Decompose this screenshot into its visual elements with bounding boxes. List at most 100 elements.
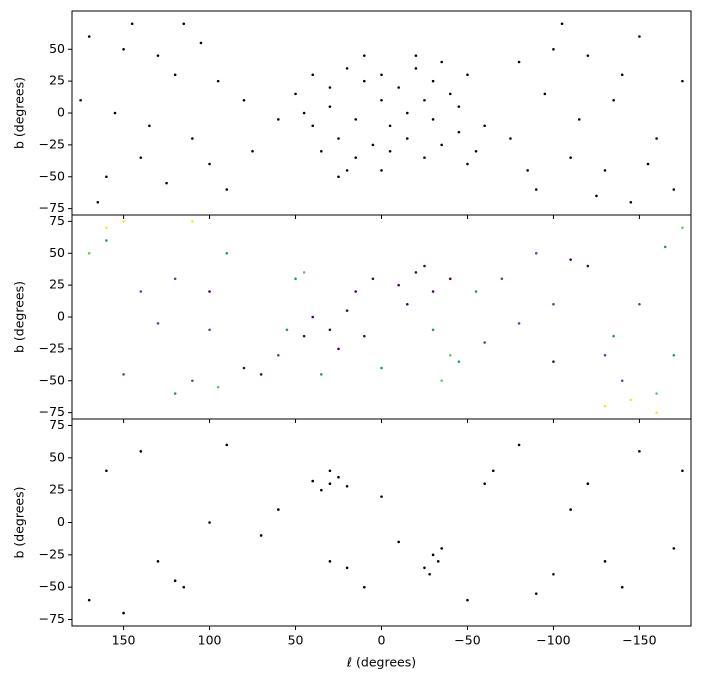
plot-frame bbox=[71, 418, 692, 627]
point bbox=[681, 226, 684, 230]
point bbox=[354, 290, 358, 293]
point bbox=[294, 277, 297, 281]
point bbox=[345, 484, 349, 488]
point bbox=[208, 328, 211, 332]
point bbox=[552, 360, 555, 363]
point bbox=[423, 98, 426, 102]
point bbox=[397, 540, 400, 544]
point bbox=[534, 251, 538, 255]
point bbox=[363, 585, 366, 589]
point bbox=[663, 245, 667, 249]
y-tick-label: 25 bbox=[49, 482, 65, 497]
point bbox=[431, 328, 435, 332]
point bbox=[337, 175, 340, 179]
point bbox=[483, 341, 486, 344]
point bbox=[509, 137, 512, 140]
point bbox=[491, 469, 495, 473]
point bbox=[345, 169, 349, 172]
point bbox=[620, 73, 624, 77]
point bbox=[182, 585, 186, 589]
point bbox=[320, 149, 323, 153]
point bbox=[440, 547, 443, 550]
point bbox=[105, 175, 108, 179]
point bbox=[345, 67, 349, 70]
point bbox=[122, 611, 125, 615]
x-tick-label: −100 bbox=[536, 633, 570, 648]
point bbox=[345, 309, 349, 312]
point bbox=[191, 379, 194, 383]
point bbox=[405, 137, 409, 140]
point bbox=[526, 169, 529, 172]
point bbox=[225, 443, 229, 447]
point bbox=[345, 566, 349, 570]
plot-frame bbox=[71, 10, 692, 216]
point bbox=[474, 149, 478, 153]
point bbox=[105, 239, 108, 242]
point bbox=[414, 54, 418, 57]
point bbox=[500, 277, 504, 281]
point bbox=[603, 560, 607, 563]
point bbox=[560, 22, 564, 26]
point bbox=[105, 226, 108, 230]
point bbox=[122, 47, 125, 51]
point bbox=[595, 194, 598, 198]
point bbox=[173, 277, 177, 281]
point bbox=[242, 366, 246, 370]
point bbox=[672, 547, 676, 550]
point bbox=[431, 290, 435, 293]
point bbox=[638, 450, 641, 453]
point bbox=[405, 302, 409, 306]
point bbox=[629, 200, 633, 204]
point bbox=[225, 251, 229, 255]
point bbox=[431, 79, 435, 83]
point bbox=[681, 469, 684, 473]
point bbox=[79, 98, 82, 102]
point bbox=[337, 137, 340, 140]
point bbox=[191, 137, 194, 140]
point bbox=[182, 22, 186, 26]
point bbox=[612, 98, 615, 102]
point bbox=[603, 404, 607, 408]
point bbox=[483, 482, 486, 485]
point bbox=[517, 443, 521, 447]
point bbox=[311, 124, 315, 128]
point bbox=[552, 47, 555, 51]
point bbox=[586, 482, 590, 485]
point bbox=[440, 143, 443, 147]
point bbox=[259, 373, 263, 376]
point bbox=[534, 592, 538, 595]
point bbox=[586, 264, 590, 268]
point bbox=[638, 302, 641, 306]
point bbox=[672, 353, 676, 357]
point bbox=[672, 188, 676, 191]
y-tick-label: 25 bbox=[49, 73, 65, 88]
point bbox=[603, 353, 607, 357]
y-tick-label: 75 bbox=[49, 213, 65, 228]
point bbox=[208, 290, 211, 293]
point bbox=[638, 35, 641, 38]
point bbox=[681, 79, 684, 83]
point bbox=[337, 347, 340, 351]
y-tick-label: −25 bbox=[39, 136, 65, 151]
point bbox=[371, 277, 375, 281]
point bbox=[448, 277, 452, 281]
point bbox=[320, 488, 323, 492]
point bbox=[466, 162, 469, 166]
y-tick-label: 50 bbox=[49, 449, 65, 464]
point bbox=[363, 334, 366, 338]
point bbox=[466, 598, 469, 602]
point bbox=[466, 73, 469, 77]
y-tick-label: 75 bbox=[49, 417, 65, 432]
point bbox=[311, 315, 315, 319]
point bbox=[354, 156, 358, 159]
point bbox=[302, 111, 306, 115]
point bbox=[251, 149, 254, 153]
point bbox=[311, 479, 315, 483]
y-tick-label: −50 bbox=[39, 372, 65, 387]
y-axis-label: b (degrees) bbox=[12, 77, 27, 149]
x-tick-label: −50 bbox=[454, 633, 480, 648]
point bbox=[397, 86, 400, 89]
point bbox=[380, 98, 383, 102]
point bbox=[328, 482, 332, 485]
